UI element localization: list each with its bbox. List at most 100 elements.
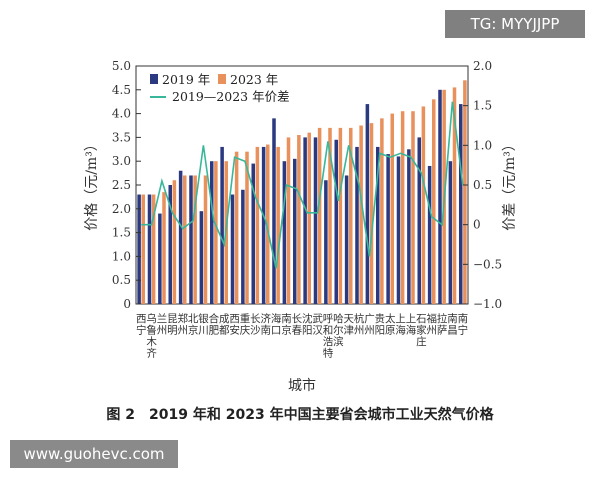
- bar-2023: [151, 194, 156, 304]
- x-tick-label: 广州: [364, 313, 375, 337]
- bar-2019: [396, 156, 401, 304]
- bar-2023: [359, 125, 363, 304]
- bar-2019: [375, 146, 380, 304]
- x-tick-label: 乌鲁木齐: [146, 312, 157, 360]
- x-tick-label: 沈阳: [302, 312, 313, 337]
- bar-2019: [417, 137, 422, 304]
- bar-2023: [380, 118, 384, 304]
- axes-group: 0 0.5 1.0 1.5 2.0 2.5 3.0 3.5 4.0 4.5 5.0 −1.0 −0.5 0…: [112, 59, 502, 360]
- bar-2023: [214, 161, 218, 304]
- bar-2023: [307, 132, 312, 304]
- legend-swatch-2019: [150, 74, 158, 84]
- bar-2019: [355, 146, 359, 304]
- x-tick-label: 哈尔滨: [333, 312, 344, 348]
- x-tick-label: 西安: [229, 313, 240, 337]
- y-tick-label: 4.5: [112, 83, 131, 97]
- bar-2023: [203, 175, 208, 304]
- y2-tick-label: −0.5: [473, 257, 502, 271]
- y-tick-label: 4.0: [112, 107, 131, 121]
- x-tick-label: 银川: [198, 312, 209, 337]
- bar-2019: [272, 118, 276, 304]
- x-tick-label: 南昌: [447, 312, 458, 337]
- bar-2019: [199, 211, 204, 304]
- bar-2023: [172, 180, 177, 304]
- x-tick-label: 重庆: [240, 312, 251, 337]
- x-tick-label: 合肥: [209, 312, 220, 337]
- bar-2019: [282, 161, 287, 304]
- bar-2019: [137, 194, 141, 304]
- bar-2023: [452, 87, 457, 304]
- y2-tick-label: 0.5: [473, 178, 492, 192]
- y2-tick-label: 1.5: [473, 99, 492, 113]
- diff-line-group: [141, 101, 464, 269]
- x-tick-label: 成都: [219, 313, 230, 337]
- legend-swatch-2023: [218, 74, 226, 84]
- legend-label-2019: 2019 年: [162, 72, 210, 87]
- bar-2023: [317, 127, 322, 304]
- x-tick-label: 昆明: [167, 313, 178, 337]
- bar-2023: [400, 111, 405, 304]
- bar-2019: [313, 137, 318, 304]
- bar-2023: [245, 151, 249, 304]
- bar-2023: [182, 175, 187, 304]
- figure-caption: 图 2 2019 年和 2023 年中国主要省会城市工业天然气价格: [106, 407, 494, 423]
- bar-2019: [251, 163, 256, 304]
- x-tick-label: 兰州: [157, 312, 168, 337]
- legend: 2019 年 2023 年 2019—2023 年价差: [150, 72, 290, 104]
- y2-tick-label: 1.0: [473, 138, 492, 152]
- x-tick-label: 长沙: [250, 313, 261, 337]
- bar-2023: [286, 137, 291, 304]
- bar-2023: [162, 192, 166, 304]
- x-tick-label: 海口: [271, 312, 282, 337]
- bar-2019: [438, 89, 442, 304]
- bar-2019: [407, 149, 411, 304]
- y-tick-label: 2.5: [112, 178, 131, 192]
- bar-2023: [431, 99, 436, 304]
- y-tick-label: 3.0: [112, 154, 131, 168]
- bar-2023: [193, 175, 197, 304]
- x-tick-label: 石家庄: [416, 313, 427, 348]
- y-tick-label: 0.5: [112, 273, 131, 287]
- bar-2019: [427, 165, 432, 304]
- bar-2023: [255, 146, 260, 304]
- bar-2019: [292, 158, 297, 304]
- x-tick-label: 贵阳: [375, 312, 386, 337]
- x-tick-label: 杭州: [354, 312, 365, 337]
- bar-2019: [344, 175, 349, 304]
- price-chart: 0 0.5 1.0 1.5 2.0 2.5 3.0 3.5 4.0 4.5 5.0 −1.0 −0.5 0…: [84, 59, 518, 394]
- x-axis-label: 城市: [288, 377, 316, 394]
- y2-axis-label: 价差（元/m³）: [502, 137, 518, 231]
- x-tick-label: 天津: [343, 313, 354, 337]
- y-tick-label: 2.0: [112, 202, 131, 216]
- y-tick-label: 1.0: [112, 249, 131, 263]
- legend-label-2023: 2023 年: [230, 72, 278, 87]
- x-tick-label: 西宁: [136, 313, 147, 337]
- bar-2019: [209, 161, 214, 304]
- bar-2019: [458, 104, 463, 304]
- bar-2023: [338, 127, 343, 304]
- bar-2019: [241, 189, 245, 304]
- y-tick-label: 3.5: [112, 130, 131, 144]
- bar-2023: [390, 113, 395, 304]
- bar-2019: [324, 180, 328, 304]
- x-tick-label: 南京: [281, 312, 292, 337]
- bar-2023: [411, 111, 415, 304]
- bar-2023: [141, 194, 146, 304]
- bar-2023: [276, 146, 280, 304]
- x-tick-label: 南宁: [458, 312, 469, 337]
- bar-2019: [158, 213, 162, 304]
- x-tick-label: 呼和浩特: [323, 313, 334, 360]
- y2-tick-label: 0: [473, 218, 481, 232]
- bar-group: [137, 80, 467, 305]
- legend-label-diff: 2019—2023 年价差: [172, 89, 290, 104]
- bar-2023: [348, 127, 353, 304]
- x-tick-label: 拉萨: [437, 312, 448, 337]
- bar-2019: [220, 146, 224, 304]
- bar-2019: [147, 194, 152, 304]
- y-tick-label: 1.5: [112, 226, 131, 240]
- y2-tick-label: 2.0: [473, 59, 492, 73]
- bar-2019: [189, 175, 193, 304]
- x-tick-label: 上海: [395, 313, 406, 337]
- x-tick-label: 长春: [292, 313, 303, 337]
- bar-2019: [261, 146, 266, 304]
